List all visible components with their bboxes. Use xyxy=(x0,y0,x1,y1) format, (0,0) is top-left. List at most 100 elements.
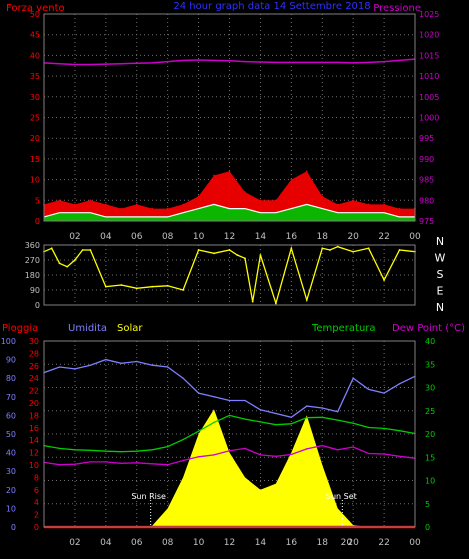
plot-frame xyxy=(43,244,416,306)
pressure-y-tick-label: 1025 xyxy=(419,10,439,19)
x-tick-label: 14 xyxy=(255,232,267,242)
temperature-point xyxy=(228,414,231,417)
pressure-point xyxy=(89,63,91,66)
pressure-point xyxy=(398,59,401,61)
temperature-point xyxy=(398,430,401,432)
direction-compass-label: E xyxy=(437,285,444,298)
wind-gust-point xyxy=(151,207,154,210)
direction-point xyxy=(259,254,262,256)
x-tick-label: 06 xyxy=(131,538,143,548)
humidity-y-tick-label: 40 xyxy=(6,449,16,458)
direction-point xyxy=(290,247,293,250)
rain-y-tick-label: 12 xyxy=(29,449,39,458)
rain-y-tick-label: 10 xyxy=(29,461,39,470)
direction-point xyxy=(383,279,385,281)
legend-humidity: Umidita xyxy=(68,323,107,334)
x-tick-label: 10 xyxy=(193,538,205,548)
temperature-point xyxy=(321,416,323,418)
x-tick-label: 12 xyxy=(224,232,235,242)
temperature-y-tick-label: 25 xyxy=(425,407,435,416)
dew-point-point xyxy=(275,455,277,458)
rain-y-tick-label: 6 xyxy=(34,486,39,495)
direction-point xyxy=(66,265,69,268)
wind-gust-point xyxy=(74,203,76,206)
pressure-y-tick-label: 1010 xyxy=(419,72,439,81)
rain-y-tick-label: 22 xyxy=(29,387,39,396)
wind-y-tick-label: 45 xyxy=(30,31,40,40)
humidity-point xyxy=(290,416,293,418)
direction-point xyxy=(58,262,61,265)
x-tick-label: 08 xyxy=(162,232,174,242)
pressure-y-tick-label: 990 xyxy=(419,155,434,164)
direction-point xyxy=(135,287,138,290)
direction-point xyxy=(244,257,246,260)
wind-y-tick-label: 5 xyxy=(35,196,40,205)
dew-point-point xyxy=(337,449,339,451)
direction-y-tick-label: 180 xyxy=(25,271,40,280)
direction-point xyxy=(213,252,215,255)
dew-point-point xyxy=(352,446,354,448)
x-tick-label: 22 xyxy=(378,538,389,548)
pressure-axis-title: Pressione xyxy=(373,3,421,14)
temperature-point xyxy=(259,421,262,423)
dew-point-point xyxy=(166,463,169,466)
dew-point-point xyxy=(259,454,262,456)
dew-point-point xyxy=(120,462,122,464)
humidity-point xyxy=(352,377,354,379)
rain-y-tick-label: 0 xyxy=(34,523,39,532)
humidity-point xyxy=(120,362,122,365)
wind-gust-point xyxy=(213,174,215,177)
pressure-point xyxy=(244,61,246,63)
dew-point-point xyxy=(74,463,76,465)
direction-point xyxy=(352,250,355,253)
wind-panel-marks xyxy=(43,58,416,221)
humidity-point xyxy=(182,377,184,379)
temperature-point xyxy=(58,447,61,450)
wind-gust-point xyxy=(166,207,169,210)
temperature-point xyxy=(337,419,339,421)
direction-point xyxy=(89,249,92,251)
pressure-point xyxy=(58,63,61,65)
pressure-point xyxy=(383,61,385,63)
wind-gust-point xyxy=(336,203,339,206)
wind-y-tick-label: 10 xyxy=(30,176,40,185)
temperature-y-tick-label: 20 xyxy=(425,430,435,439)
humidity-point xyxy=(244,399,246,402)
direction-point xyxy=(321,247,324,250)
humidity-point xyxy=(228,399,231,402)
wind-average-area xyxy=(44,204,415,221)
x-tick-label: 10 xyxy=(193,232,205,242)
wind-gust-point xyxy=(244,191,246,193)
rain-y-tick-label: 28 xyxy=(29,349,39,358)
rain-y-tick-label: 2 xyxy=(34,511,39,520)
x-tick-label: 16 xyxy=(286,538,298,548)
plot-frame xyxy=(43,13,416,222)
sunset-label: Sun Set xyxy=(326,492,357,501)
x-tick-label: 12 xyxy=(224,538,235,548)
x-tick-label: 02 xyxy=(69,538,80,548)
rain-y-tick-label: 24 xyxy=(29,374,39,383)
pressure-y-tick-label: 1020 xyxy=(419,31,439,40)
temperature-point xyxy=(352,422,354,425)
pressure-point xyxy=(275,61,277,64)
humidity-point xyxy=(337,410,339,413)
pressure-point xyxy=(228,60,231,62)
pressure-point xyxy=(197,59,200,61)
x-tick-label: 00 xyxy=(409,232,421,242)
direction-point xyxy=(274,302,277,305)
dew-point-point xyxy=(383,453,385,455)
wind-y-tick-label: 15 xyxy=(30,155,40,164)
pressure-point xyxy=(167,61,169,63)
direction-point xyxy=(367,247,370,250)
wind-y-tick-label: 30 xyxy=(30,93,40,102)
direction-compass-label: N xyxy=(436,301,444,314)
pressure-point xyxy=(120,63,122,65)
x-tick-label: 00 xyxy=(409,538,421,548)
x-tick-label: 04 xyxy=(100,232,112,242)
humidity-point xyxy=(213,396,215,398)
dew-point-point xyxy=(213,454,215,456)
direction-point xyxy=(251,300,254,303)
temperature-y-tick-label: 10 xyxy=(425,477,435,486)
temperature-point xyxy=(136,450,138,452)
direction-y-tick-label: 0 xyxy=(35,301,40,310)
